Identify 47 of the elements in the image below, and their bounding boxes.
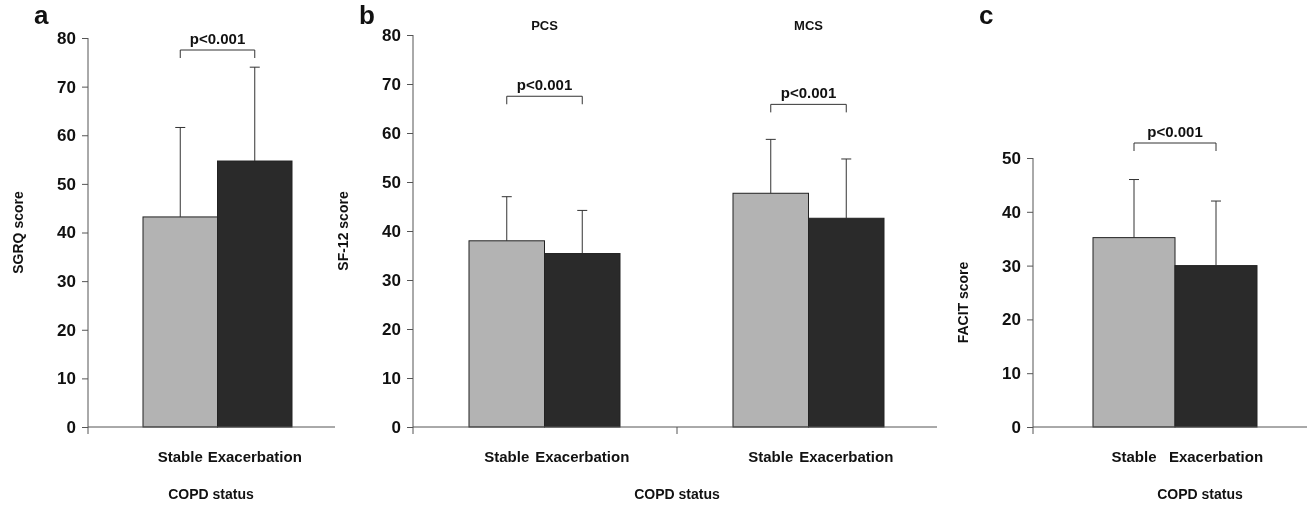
y-tick-label: 20 [1002,310,1021,330]
y-tick-label: 0 [391,417,401,437]
y-tick-label: 30 [382,270,401,290]
y-tick-label: 40 [57,223,76,243]
y-tick-label: 30 [57,272,76,292]
x-axis-title: COPD status [1157,486,1243,502]
x-tick-label: Exacerbation [535,448,630,465]
x-axis-title: COPD status [168,486,254,502]
x-tick-label: Exacerbation [799,448,894,465]
x-axis-title: COPD status [634,486,720,502]
y-tick-label: 50 [57,174,76,194]
annotation: p<0.001 [189,30,246,47]
y-tick-label: 80 [57,28,76,48]
text: p<0.001 [1147,123,1203,140]
chart-title: a [34,0,49,30]
y-tick-label: 10 [57,369,76,389]
annotation: p<0.001 [516,76,573,94]
x-tick-label: Stable [157,448,203,465]
y-tick-label: 20 [57,320,76,340]
y-tick-label: 40 [382,221,401,241]
chart-title: c [979,0,994,30]
y-tick-label: 30 [1002,256,1021,276]
y-axis-title: FACIT score [955,261,971,344]
y-axis-title: SGRQ score [10,191,26,274]
chart-subtitle: MCS [794,18,824,33]
annotation: p<0.001 [780,84,837,102]
y-tick-label: 80 [382,25,401,45]
y-tick-label: 50 [382,172,401,192]
chart-title: b [359,0,375,30]
y-axis-title: SF-12 score [335,191,351,271]
y-tick-label: 70 [57,77,76,97]
y-tick-label: 10 [382,368,401,388]
y-tick-label: 50 [1002,148,1021,168]
x-tick-label: Exacerbation [1168,448,1264,465]
y-tick-label: 40 [1002,202,1021,222]
x-tick-label: Exacerbation [207,448,302,465]
y-tick-label: 60 [57,126,76,146]
y-tick-label: 70 [382,74,401,94]
y-tick-label: 60 [382,123,401,143]
x-tick-label: Stable [484,448,530,465]
y-tick-label: 20 [382,319,401,339]
y-tick-label: 0 [1011,417,1021,437]
y-tick-label: 0 [66,417,76,437]
chart-subtitle: PCS [531,18,559,33]
y-tick-label: 10 [1002,364,1021,384]
x-tick-label: Stable [1111,448,1157,465]
x-tick-label: Stable [748,448,794,465]
